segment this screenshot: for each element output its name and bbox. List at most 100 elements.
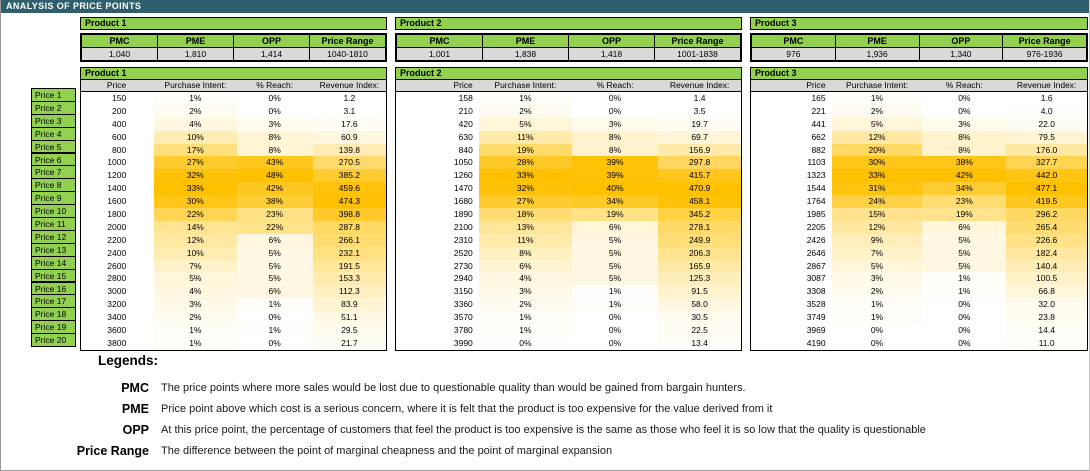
cell-reach[interactable]: 6%: [571, 220, 659, 234]
cell-reach[interactable]: 0%: [236, 92, 313, 105]
cell-reach[interactable]: 5%: [571, 246, 659, 260]
summary-value-pmc[interactable]: 1,001: [397, 48, 483, 60]
cell-revenue[interactable]: 83.9: [312, 298, 386, 312]
cell-price[interactable]: 400: [112, 118, 127, 129]
cell-intent[interactable]: 1%: [478, 324, 572, 337]
cell-price[interactable]: 200: [112, 105, 127, 116]
cell-revenue[interactable]: 91.5: [658, 285, 741, 299]
cell-price[interactable]: 221: [811, 105, 826, 116]
row-label[interactable]: Price 3: [31, 113, 76, 128]
cell-intent[interactable]: 10%: [154, 246, 237, 260]
cell-price[interactable]: 2867: [806, 260, 826, 271]
cell-intent[interactable]: 33%: [831, 169, 923, 183]
cell-revenue[interactable]: 13.4: [658, 336, 741, 350]
cell-intent[interactable]: 12%: [831, 220, 923, 234]
cell-revenue[interactable]: 226.6: [1006, 233, 1087, 247]
cell-price[interactable]: 1470: [453, 183, 473, 194]
cell-price[interactable]: 1544: [806, 183, 826, 194]
cell-revenue[interactable]: 4.0: [1006, 104, 1087, 118]
cell-price[interactable]: 2800: [107, 273, 127, 284]
cell-revenue[interactable]: 22.0: [1006, 117, 1087, 131]
cell-intent[interactable]: 2%: [478, 298, 572, 312]
row-label[interactable]: Price 18: [31, 307, 76, 322]
cell-revenue[interactable]: 1.4: [658, 92, 741, 105]
cell-price[interactable]: 2730: [453, 260, 473, 271]
summary-value-price-range[interactable]: 1040-1810: [310, 48, 385, 60]
summary-value-opp[interactable]: 1,418: [569, 48, 655, 60]
cell-intent[interactable]: 31%: [831, 182, 923, 196]
cell-intent[interactable]: 22%: [154, 208, 237, 221]
cell-intent[interactable]: 14%: [154, 220, 237, 234]
cell-reach[interactable]: 0%: [236, 336, 313, 350]
cell-revenue[interactable]: 79.5: [1006, 130, 1087, 144]
cell-reach[interactable]: 48%: [236, 169, 313, 183]
cell-price[interactable]: 3528: [806, 299, 826, 310]
cell-price[interactable]: 840: [458, 144, 473, 155]
cell-price[interactable]: 1680: [453, 196, 473, 207]
cell-reach[interactable]: 8%: [571, 130, 659, 144]
row-label[interactable]: Price 6: [31, 152, 76, 167]
cell-reach[interactable]: 3%: [236, 117, 313, 131]
cell-revenue[interactable]: 287.8: [312, 220, 386, 234]
cell-price[interactable]: 2646: [806, 247, 826, 258]
cell-revenue[interactable]: 14.4: [1006, 324, 1087, 337]
cell-revenue[interactable]: 69.7: [658, 130, 741, 144]
cell-reach[interactable]: 40%: [571, 182, 659, 196]
cell-reach[interactable]: 8%: [236, 130, 313, 144]
cell-price[interactable]: 1050: [453, 157, 473, 168]
summary-value-pme[interactable]: 1,810: [158, 48, 234, 60]
row-label[interactable]: Price 1: [31, 88, 76, 102]
cell-reach[interactable]: 6%: [922, 220, 1007, 234]
cell-reach[interactable]: 38%: [236, 195, 313, 209]
cell-revenue[interactable]: 266.1: [312, 233, 386, 247]
cell-revenue[interactable]: 140.4: [1006, 259, 1087, 273]
cell-intent[interactable]: 2%: [154, 104, 237, 118]
cell-price[interactable]: 3780: [453, 325, 473, 336]
cell-reach[interactable]: 1%: [922, 285, 1007, 299]
cell-revenue[interactable]: 1.6: [1006, 92, 1087, 105]
row-label[interactable]: Price 17: [31, 294, 76, 309]
cell-price[interactable]: 630: [458, 131, 473, 142]
cell-intent[interactable]: 0%: [831, 324, 923, 337]
cell-revenue[interactable]: 419.5: [1006, 195, 1087, 209]
cell-intent[interactable]: 3%: [154, 298, 237, 312]
cell-revenue[interactable]: 51.1: [312, 311, 386, 325]
cell-reach[interactable]: 5%: [922, 233, 1007, 247]
cell-intent[interactable]: 1%: [831, 298, 923, 312]
cell-price[interactable]: 165: [811, 93, 826, 103]
cell-price[interactable]: 3087: [806, 273, 826, 284]
cell-price[interactable]: 1103: [807, 157, 826, 168]
cell-reach[interactable]: 3%: [922, 117, 1007, 131]
cell-reach[interactable]: 5%: [922, 259, 1007, 273]
cell-intent[interactable]: 4%: [154, 285, 237, 299]
cell-price[interactable]: 150: [112, 93, 127, 103]
cell-reach[interactable]: 0%: [571, 324, 659, 337]
cell-revenue[interactable]: 3.1: [312, 104, 386, 118]
cell-price[interactable]: 2520: [453, 247, 473, 258]
cell-reach[interactable]: 0%: [571, 336, 659, 350]
cell-price[interactable]: 3400: [107, 312, 127, 323]
cell-revenue[interactable]: 470.9: [658, 182, 741, 196]
cell-price[interactable]: 1985: [806, 209, 826, 220]
cell-intent[interactable]: 1%: [154, 324, 237, 337]
cell-reach[interactable]: 1%: [571, 285, 659, 299]
cell-price[interactable]: 1890: [453, 209, 473, 220]
cell-reach[interactable]: 22%: [236, 220, 313, 234]
cell-reach[interactable]: 0%: [922, 104, 1007, 118]
cell-intent[interactable]: 27%: [154, 156, 237, 170]
summary-value-opp[interactable]: 1,414: [234, 48, 310, 60]
cell-intent[interactable]: 1%: [154, 92, 237, 105]
cell-price[interactable]: 882: [811, 144, 826, 155]
cell-price[interactable]: 1800: [107, 209, 127, 220]
cell-revenue[interactable]: 125.3: [658, 272, 741, 286]
cell-revenue[interactable]: 474.3: [312, 195, 386, 209]
cell-intent[interactable]: 17%: [154, 143, 237, 157]
cell-intent[interactable]: 1%: [154, 336, 237, 350]
cell-intent[interactable]: 2%: [154, 311, 237, 325]
cell-intent[interactable]: 19%: [478, 143, 572, 157]
cell-reach[interactable]: 0%: [571, 311, 659, 325]
row-label[interactable]: Price 15: [31, 268, 76, 283]
cell-revenue[interactable]: 29.5: [312, 324, 386, 337]
cell-revenue[interactable]: 415.7: [658, 169, 741, 183]
cell-price[interactable]: 2310: [453, 234, 473, 245]
